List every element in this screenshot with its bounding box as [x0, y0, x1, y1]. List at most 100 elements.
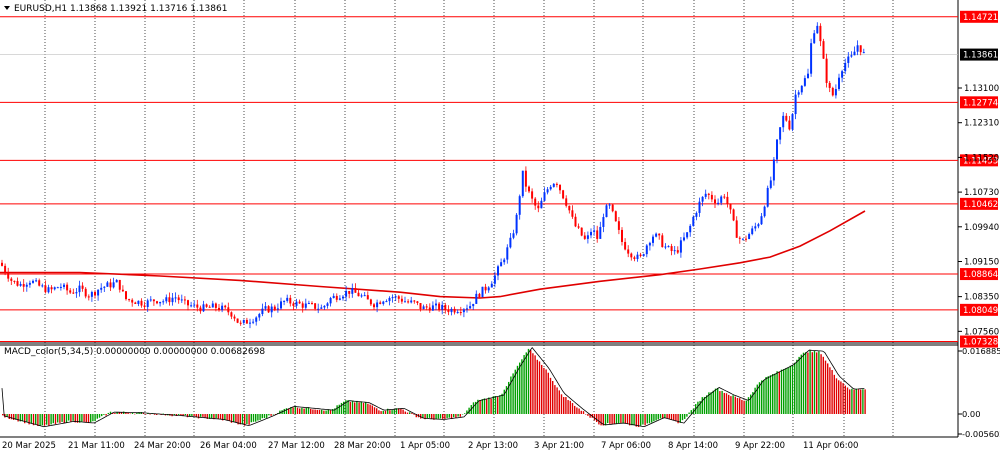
- macd-bar: [360, 401, 362, 414]
- candle-body: [518, 196, 521, 215]
- candle-body: [373, 304, 375, 308]
- macd-bar: [226, 414, 228, 421]
- macd-bar: [613, 414, 615, 425]
- level-badge: [960, 303, 998, 316]
- candle-body: [19, 284, 22, 286]
- macd-bar: [428, 414, 431, 418]
- candle-body: [270, 306, 273, 313]
- macd-bar: [186, 414, 189, 418]
- macd-bar: [380, 411, 382, 414]
- candle-body: [754, 226, 757, 229]
- candle-body: [435, 303, 437, 306]
- macd-bar: [316, 409, 318, 414]
- macd-bar: [382, 410, 384, 414]
- macd-bar: [688, 412, 690, 414]
- macd-bar: [543, 367, 545, 414]
- collapse-triangle-icon[interactable]: [4, 6, 10, 10]
- macd-bar: [420, 414, 422, 419]
- candle-body: [35, 280, 38, 282]
- candle-body: [599, 226, 602, 239]
- candle-body: [205, 304, 208, 307]
- candle-body: [146, 300, 149, 308]
- macd-bar: [796, 359, 798, 414]
- time-tick-label: 24 Mar 20:00: [134, 441, 191, 451]
- candle-body: [800, 85, 803, 93]
- macd-bar: [459, 414, 461, 417]
- macd-bar: [290, 407, 292, 414]
- macd-bar: [508, 381, 510, 414]
- macd-bar: [105, 414, 107, 416]
- price-tick-label: 1.08350: [964, 293, 999, 303]
- macd-bar: [615, 414, 618, 424]
- macd-bar: [191, 414, 193, 416]
- candle-body: [698, 201, 701, 213]
- candle-body: [506, 247, 509, 260]
- macd-axis: 0.0168855 0.00 -0.0056025: [958, 346, 1000, 439]
- macd-bar: [855, 388, 857, 414]
- macd-bar: [39, 414, 41, 426]
- macd-bar: [714, 388, 717, 414]
- macd-bar: [512, 373, 514, 414]
- candle-body: [385, 301, 388, 303]
- candle-body: [568, 205, 571, 211]
- macd-bar: [211, 414, 213, 419]
- candle-body: [788, 120, 791, 130]
- macd-bar: [411, 413, 413, 414]
- macd-bar: [589, 414, 591, 418]
- candle-body: [131, 299, 134, 303]
- candle-body: [642, 254, 645, 256]
- macd-bar: [103, 414, 105, 415]
- candle-body: [528, 186, 530, 192]
- candle-body: [410, 300, 413, 303]
- macd-bar: [541, 364, 543, 414]
- candle-body: [593, 230, 596, 232]
- candle-body: [614, 211, 617, 222]
- macd-bar: [824, 360, 827, 414]
- macd-bar: [327, 409, 329, 414]
- candle-body: [304, 303, 307, 308]
- candle-body: [38, 280, 41, 286]
- macd-header: MACD_color(5,34,5) 0.00000000 0.00000000…: [4, 347, 265, 357]
- level-label: 1.08864: [963, 270, 998, 280]
- candle-body: [484, 286, 487, 291]
- candle-body: [357, 292, 360, 297]
- macd-bar: [831, 370, 833, 414]
- candle-body: [766, 187, 769, 207]
- macd-bar: [85, 414, 87, 423]
- candle-body: [236, 318, 239, 323]
- candle-body: [664, 246, 667, 248]
- macd-bar: [268, 414, 270, 416]
- macd-bar: [725, 393, 728, 414]
- candle-body: [791, 114, 794, 130]
- macd-bar: [851, 388, 853, 414]
- candle-body: [580, 227, 583, 236]
- macd-bar: [2, 414, 4, 416]
- macd-tick-label: 0.00: [962, 409, 980, 419]
- candle-body: [59, 286, 62, 288]
- macd-bar: [582, 411, 585, 414]
- macd-bar: [486, 399, 488, 414]
- macd-bar: [501, 393, 503, 414]
- macd-bar: [629, 414, 631, 426]
- macd-bar: [857, 389, 860, 414]
- macd-bar: [323, 410, 325, 414]
- candle-body: [704, 193, 707, 197]
- macd-bar: [811, 352, 813, 414]
- candle-body: [428, 307, 431, 311]
- candle-body: [769, 180, 772, 188]
- candle-body: [230, 312, 233, 317]
- candle-body: [360, 295, 363, 297]
- candle-body: [441, 304, 444, 310]
- candle-body: [363, 295, 366, 297]
- candle-body: [509, 237, 512, 248]
- macd-bar: [404, 411, 406, 414]
- macd-bar: [805, 352, 807, 414]
- macd-bar: [114, 413, 116, 414]
- candle-body: [782, 115, 785, 128]
- macd-bar: [618, 414, 620, 424]
- horizontal-levels[interactable]: 1.14721 1.12774 1.11453 1.10462 1.08864 1.080…: [0, 10, 998, 348]
- macd-bar: [336, 405, 338, 414]
